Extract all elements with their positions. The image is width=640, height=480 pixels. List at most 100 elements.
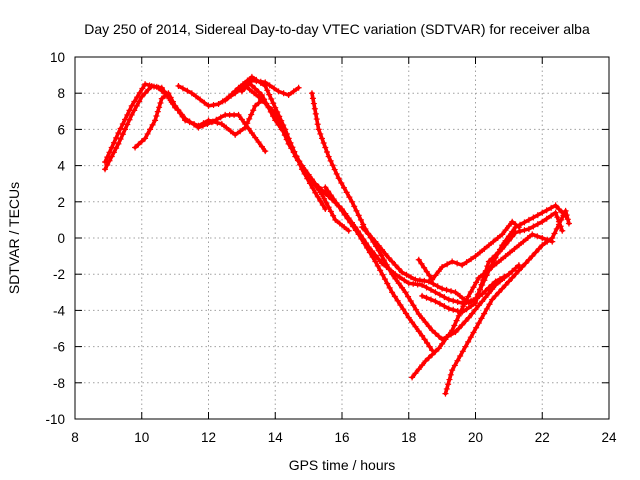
data-point (492, 278, 499, 285)
data-point (186, 119, 193, 126)
data-point (315, 126, 322, 133)
data-point (519, 263, 526, 270)
data-point (336, 220, 343, 227)
x-tick-label: 20 (468, 430, 483, 445)
data-point (391, 293, 398, 300)
data-point (124, 121, 131, 128)
data-point (115, 140, 122, 147)
data-point (174, 106, 181, 113)
data-point (435, 345, 442, 352)
data-point (473, 324, 480, 331)
data-point (489, 296, 496, 303)
series-track-5 (222, 73, 352, 234)
data-point (258, 97, 265, 104)
data-point (318, 187, 325, 194)
data-point (262, 79, 269, 86)
data-point (314, 121, 321, 128)
data-point (473, 295, 480, 302)
x-axis-label: GPS time / hours (289, 457, 396, 473)
data-point (557, 223, 564, 230)
data-point (525, 256, 532, 263)
data-point (455, 312, 462, 319)
data-point (539, 235, 546, 241)
data-point (364, 244, 371, 251)
chart-title: Day 250 of 2014, Sidereal Day-to-day VTE… (84, 21, 590, 37)
data-point (499, 231, 506, 238)
data-point (242, 82, 249, 89)
data-point (262, 100, 269, 107)
y-tick-label: 2 (57, 195, 65, 210)
data-point (209, 118, 216, 125)
data-point (459, 348, 466, 355)
data-point (481, 245, 488, 252)
data-point (135, 141, 142, 148)
data-point (421, 277, 428, 284)
data-point (476, 249, 483, 256)
data-point (341, 224, 348, 231)
data-point (110, 149, 117, 156)
data-point (142, 90, 149, 97)
data-point (110, 139, 117, 146)
data-point (272, 104, 279, 111)
data-point (432, 348, 439, 355)
data-point (525, 225, 532, 232)
data-point (296, 158, 303, 165)
series-track-10 (359, 224, 512, 307)
data-point (455, 325, 462, 332)
data-point (401, 277, 408, 284)
data-point (525, 216, 532, 223)
data-point (248, 77, 255, 84)
data-point (343, 189, 350, 196)
data-point (515, 242, 522, 249)
data-point (392, 275, 399, 282)
data-point (447, 371, 454, 378)
data-point (485, 242, 492, 249)
data-point (539, 242, 546, 249)
data-point (232, 87, 239, 94)
data-point (544, 238, 551, 245)
data-point (451, 362, 458, 369)
data-point (498, 256, 505, 263)
data-point (315, 183, 322, 190)
data-point (481, 272, 488, 279)
data-point (372, 238, 379, 245)
data-point (312, 189, 319, 196)
data-point (201, 99, 208, 106)
data-point (255, 93, 262, 100)
data-point (426, 272, 433, 279)
data-point (215, 101, 222, 108)
data-point (222, 97, 229, 104)
data-point (539, 209, 546, 216)
data-point (265, 103, 272, 110)
data-point (468, 303, 475, 310)
data-point (336, 203, 343, 210)
data-point (482, 267, 489, 274)
data-point (290, 88, 297, 95)
data-point (553, 225, 560, 232)
data-point (481, 310, 488, 317)
series-line (240, 78, 301, 97)
data-point (223, 124, 230, 131)
y-tick-label: 6 (57, 122, 65, 137)
data-point (505, 278, 512, 285)
data-point (158, 84, 165, 91)
data-point (321, 195, 328, 202)
data-point (385, 254, 392, 261)
data-point (158, 95, 165, 102)
data-point (415, 256, 422, 263)
data-point (317, 130, 324, 137)
data-point (429, 276, 436, 283)
data-point (479, 298, 486, 305)
data-point (415, 311, 422, 318)
data-point (439, 263, 446, 270)
data-point (361, 240, 368, 247)
data-point (429, 327, 436, 334)
data-point (470, 284, 477, 291)
data-point (235, 111, 242, 118)
data-point (311, 105, 318, 112)
data-point (449, 327, 456, 334)
data-point (426, 343, 433, 350)
data-point (242, 124, 249, 131)
data-point (266, 82, 273, 89)
